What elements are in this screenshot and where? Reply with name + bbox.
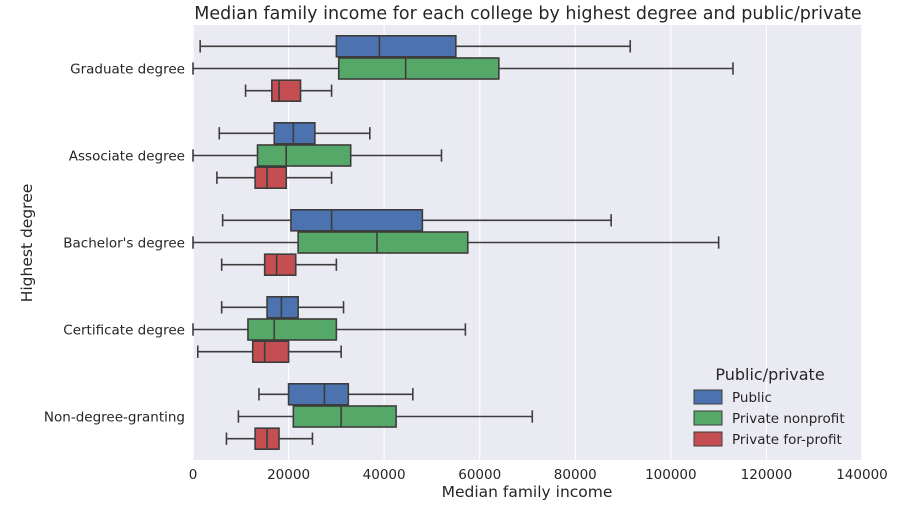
box-private-for-profit xyxy=(225,427,314,451)
box-iqr xyxy=(263,253,297,276)
legend-title: Public/private xyxy=(715,365,824,384)
legend-label: Private nonprofit xyxy=(732,411,845,427)
x-tick-label: 60000 xyxy=(458,467,501,483)
box-private-nonprofit xyxy=(192,231,720,254)
legend-swatch xyxy=(693,410,723,426)
box-iqr xyxy=(256,144,352,167)
y-tick-label: Graduate degree xyxy=(70,62,185,78)
x-tick-label: 20000 xyxy=(267,467,310,483)
legend-swatch xyxy=(693,431,723,447)
chart-title: Median family income for each college by… xyxy=(194,4,861,24)
x-tick-label: 120000 xyxy=(741,467,793,483)
box-iqr xyxy=(266,295,299,319)
box-private-for-profit xyxy=(220,253,338,276)
box-private-nonprofit xyxy=(237,405,534,428)
box-private-for-profit xyxy=(196,340,342,364)
legend-label: Public xyxy=(732,390,772,406)
y-tick-label: Bachelor's degree xyxy=(63,236,185,252)
box-iqr xyxy=(290,209,424,232)
x-tick-label: 80000 xyxy=(554,467,597,483)
box-public xyxy=(199,34,632,58)
box-private-for-profit xyxy=(216,166,333,189)
legend-label: Private for-profit xyxy=(732,432,842,448)
box-public xyxy=(258,382,414,406)
legend-swatch xyxy=(693,389,723,405)
box-iqr xyxy=(297,231,469,254)
box-public xyxy=(220,295,345,319)
box-iqr xyxy=(271,79,302,102)
y-tick-label: Certificate degree xyxy=(63,323,185,339)
box-iqr xyxy=(287,382,350,406)
box-iqr xyxy=(254,166,287,189)
box-iqr xyxy=(337,57,500,80)
y-axis-ticks: Graduate degree Associate degree Bachelor'… xyxy=(44,62,185,426)
box-iqr xyxy=(247,318,338,341)
box-iqr xyxy=(273,122,316,145)
box-iqr xyxy=(292,405,397,428)
y-tick-label: Associate degree xyxy=(69,149,185,165)
y-axis-label: Highest degree xyxy=(18,184,36,303)
x-tick-label: 100000 xyxy=(645,467,697,483)
x-tick-label: 0 xyxy=(189,467,198,483)
box-private-nonprofit xyxy=(192,144,443,167)
box-iqr xyxy=(251,340,290,364)
box-private-nonprofit xyxy=(192,57,734,80)
box-public xyxy=(218,122,371,145)
box-private-for-profit xyxy=(244,79,333,102)
x-axis-label: Median family income xyxy=(442,483,613,501)
x-tick-label: 140000 xyxy=(836,467,888,483)
y-tick-label: Non-degree-granting xyxy=(44,410,185,426)
legend: Public/private Public Private nonprofit Pr… xyxy=(693,365,845,448)
x-tick-label: 40000 xyxy=(363,467,406,483)
box-iqr xyxy=(335,34,457,58)
box-public xyxy=(221,209,612,232)
box-private-nonprofit xyxy=(192,318,467,341)
boxplot-marks xyxy=(192,34,734,451)
x-axis-ticks: 0 20000 40000 60000 80000 100000 120000 140000 xyxy=(189,467,888,483)
